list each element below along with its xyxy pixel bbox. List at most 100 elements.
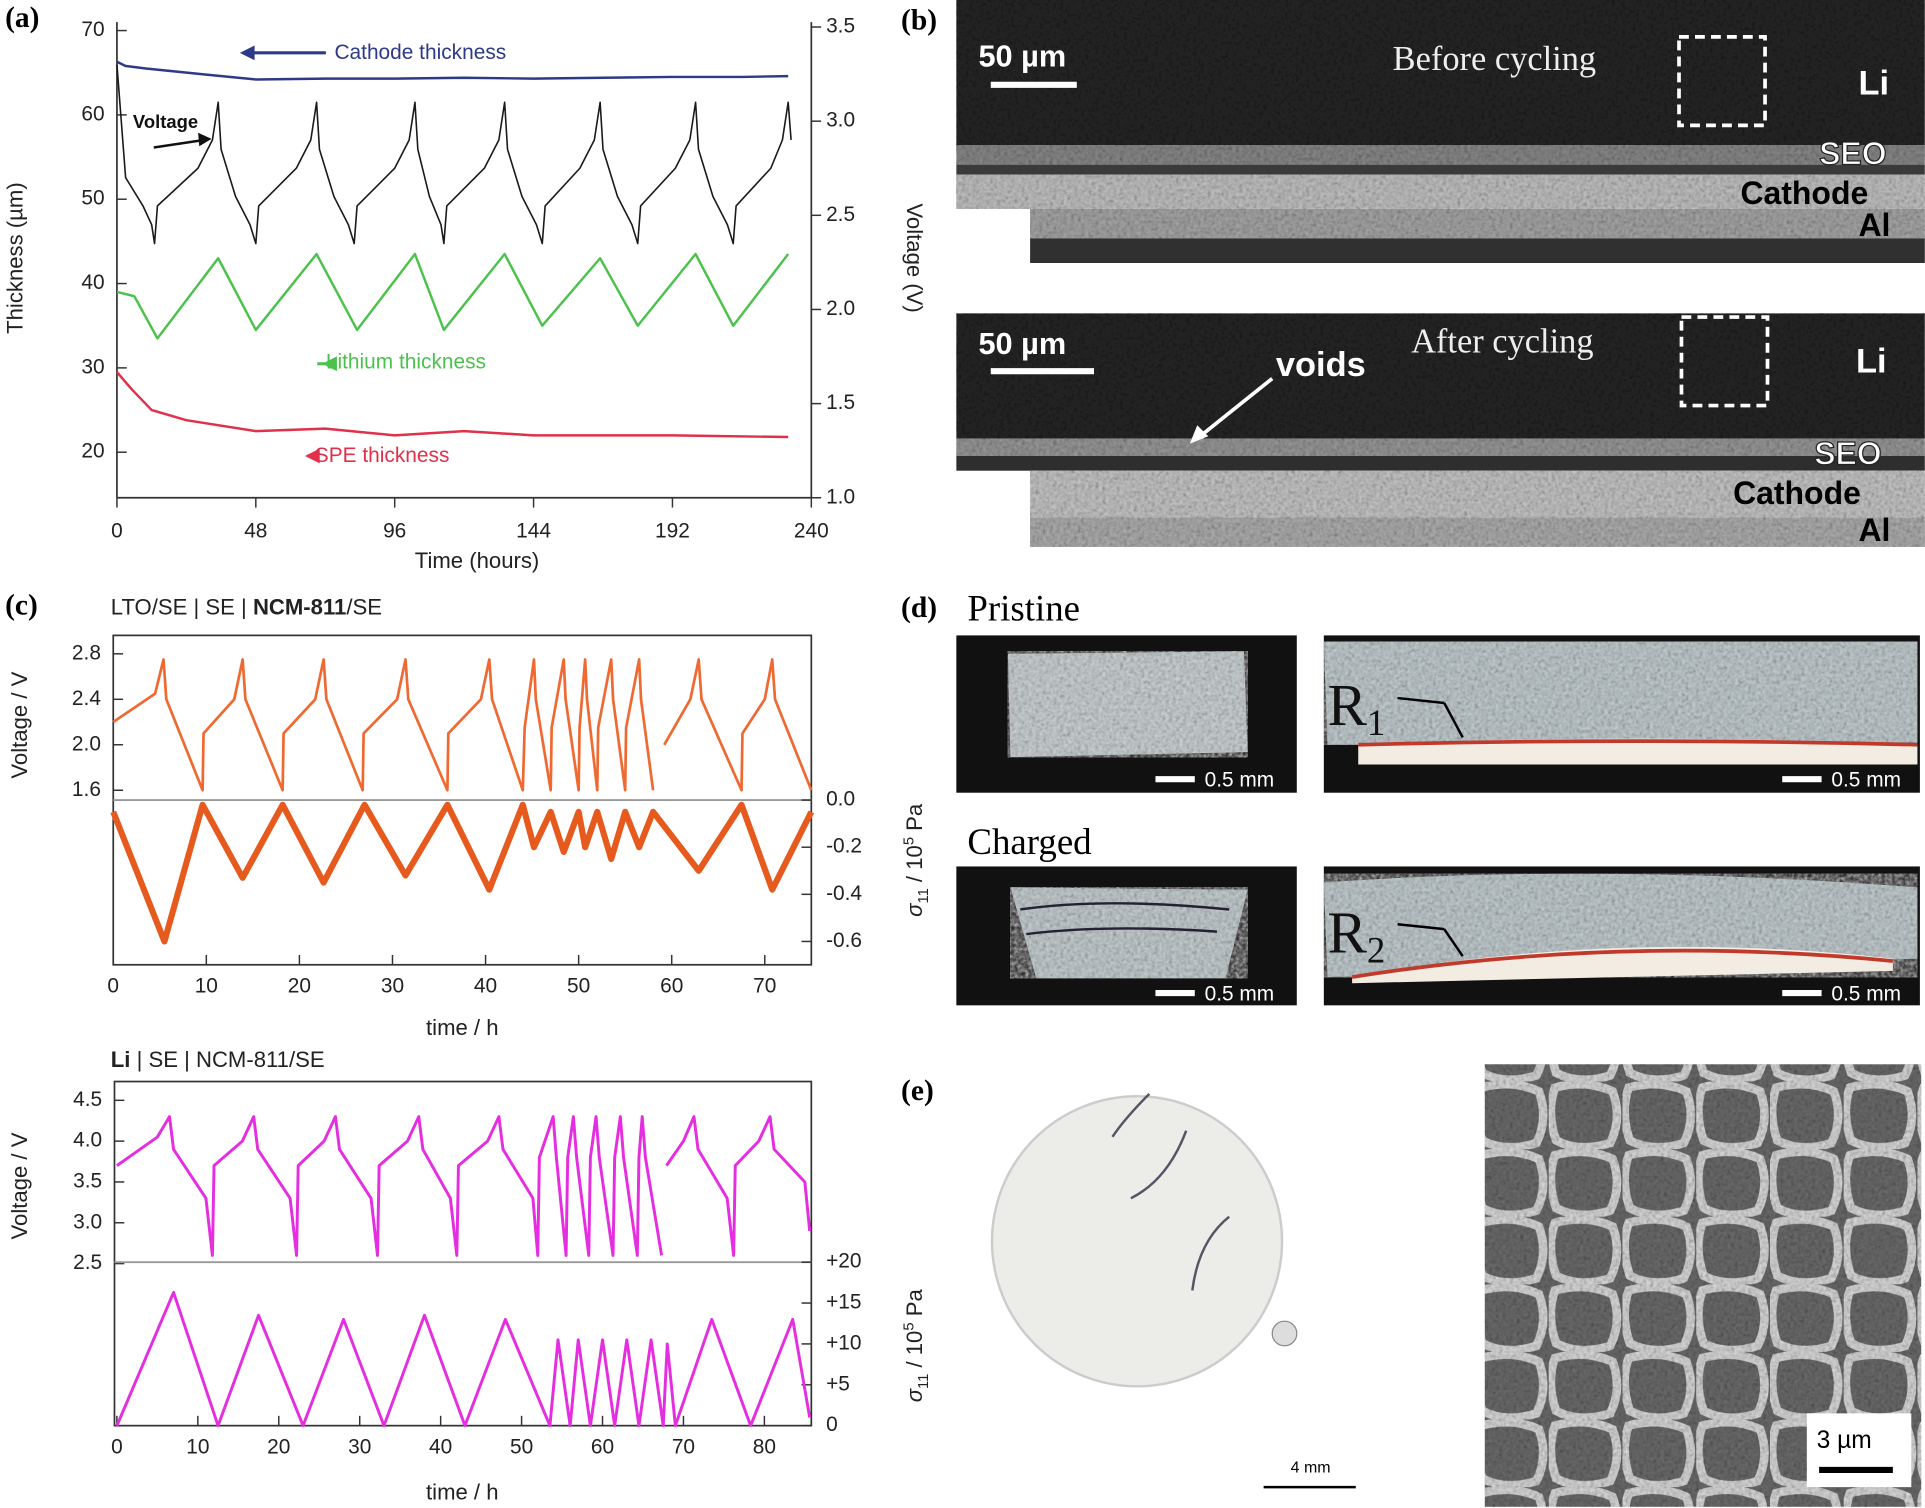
annotation-arrowhead [322,356,337,372]
layer-label: Cathode [1740,175,1868,211]
y-tick-label: 2.4 [72,687,101,710]
x-tick-label: 50 [510,1435,533,1458]
plot-frame [113,1080,813,1427]
image-title: Charged [967,821,1091,862]
series-line [115,1290,812,1428]
layer-label: Li [1858,65,1889,103]
layer-label: Al [1858,207,1890,243]
y2-tick-label: -0.2 [826,835,862,858]
y-tick-label: 20 [81,440,104,463]
pellet-photo [990,1092,1356,1489]
y2-tick-label: 2.5 [826,203,855,226]
x-axis-title: Time (hours) [415,548,539,573]
x-tick-label: 70 [672,1435,695,1458]
xray-image-after [956,313,1925,547]
y2-axis-title: σ11 / 105 Pa [901,1289,932,1403]
radius-label: R2 [1328,899,1386,970]
axis-title-part: 5 [901,837,917,845]
radius-subscript: 2 [1367,929,1385,970]
x-tick-label: 0 [107,974,119,997]
x-tick-label: 40 [429,1435,452,1458]
panel-label: (b) [901,4,937,36]
xray-image-before [956,0,1925,264]
y2-tick-label: +5 [826,1372,850,1395]
radius-letter: R [1328,672,1368,738]
x-tick-label: 60 [660,974,683,997]
y-tick-label: 40 [81,271,104,294]
panel-label: (e) [901,1075,934,1107]
x-tick-label: 0 [111,520,123,543]
image-title: After cycling [1411,323,1593,361]
scale-label: 0.5 mm [1205,769,1275,792]
panel-label: (d) [901,592,937,624]
x-tick-label: 80 [753,1435,776,1458]
axis-title-part: 5 [901,1322,917,1330]
x-tick-label: 240 [794,520,829,543]
y2-tick-label: 0 [826,1413,838,1436]
ct-image-charged [956,866,1920,1006]
y-tick-label: 50 [81,187,104,210]
chart-title: Li | SE | NCM-811/SE [111,1047,325,1072]
y2-tick-label: 2.0 [826,297,855,320]
series-line [116,60,789,81]
layer-label: SEO [1819,136,1886,172]
x-axis-title: time / h [426,1015,499,1040]
y-tick-label: 30 [81,355,104,378]
series-line [116,64,792,245]
y-tick-label: 4.0 [73,1129,102,1152]
axis-title-part: σ [902,1387,927,1402]
series-line [116,371,789,439]
radius-letter: R [1328,899,1368,965]
y2-axis-title: Voltage (V) [902,203,927,312]
title-part: NCM-811 [253,595,346,620]
y2-tick-label: 3.5 [826,15,855,38]
scale-label: 50 µm [978,38,1066,73]
panel-label: (c) [5,590,38,622]
x-tick-label: 20 [267,1435,290,1458]
annotation-arrowhead [304,448,320,464]
radius-subscript: 1 [1367,702,1385,743]
radius-label: R1 [1328,672,1386,743]
annotation-arrowhead [239,45,255,61]
x-tick-label: 70 [753,974,776,997]
x-tick-label: 0 [111,1435,123,1458]
y-tick-label: 3.0 [73,1210,102,1233]
axis-title-part: / 10 [902,845,927,888]
y-tick-label: 70 [81,18,104,41]
y-tick-label: 4.5 [73,1088,102,1111]
y-axis-title: Voltage / V [7,1132,32,1239]
y-tick-label: 60 [81,102,104,125]
x-tick-label: 30 [381,974,404,997]
y2-tick-label: +15 [826,1291,861,1314]
y-tick-label: 2.5 [73,1251,102,1274]
x-tick-label: 10 [195,974,218,997]
scale-label: 4 mm [1291,1459,1331,1476]
series-annotation: SPE thickness [315,444,450,467]
scale-label: 3 µm [1817,1427,1872,1454]
title-part: Li [111,1047,131,1072]
image-title: Pristine [967,588,1080,629]
x-tick-label: 96 [383,520,406,543]
y2-tick-label: +10 [826,1331,861,1354]
axis-title-part: σ [902,902,927,917]
y2-tick-label: -0.4 [826,882,862,905]
axis-title-part: Pa [902,1289,927,1323]
x-tick-label: 20 [288,974,311,997]
axis-title-part: 11 [916,888,932,903]
y-tick-label: 3.5 [73,1169,102,1192]
layer-label: Al [1858,512,1890,548]
x-tick-label: 144 [516,520,551,543]
x-tick-label: 30 [348,1435,371,1458]
series-annotation: Voltage [133,111,198,132]
y2-tick-label: +20 [826,1250,861,1273]
y2-axis-title: σ11 / 105 Pa [901,803,932,917]
title-part: | SE | NCM-811/SE [130,1047,324,1072]
axis-title-part: / 10 [902,1331,927,1374]
x-tick-label: 50 [567,974,590,997]
layer-label: SEO [1814,436,1881,472]
series-line [116,252,790,340]
scale-label: 0.5 mm [1831,982,1901,1005]
series-annotation: Cathode thickness [334,41,506,64]
y2-tick-label: 3.0 [826,109,855,132]
